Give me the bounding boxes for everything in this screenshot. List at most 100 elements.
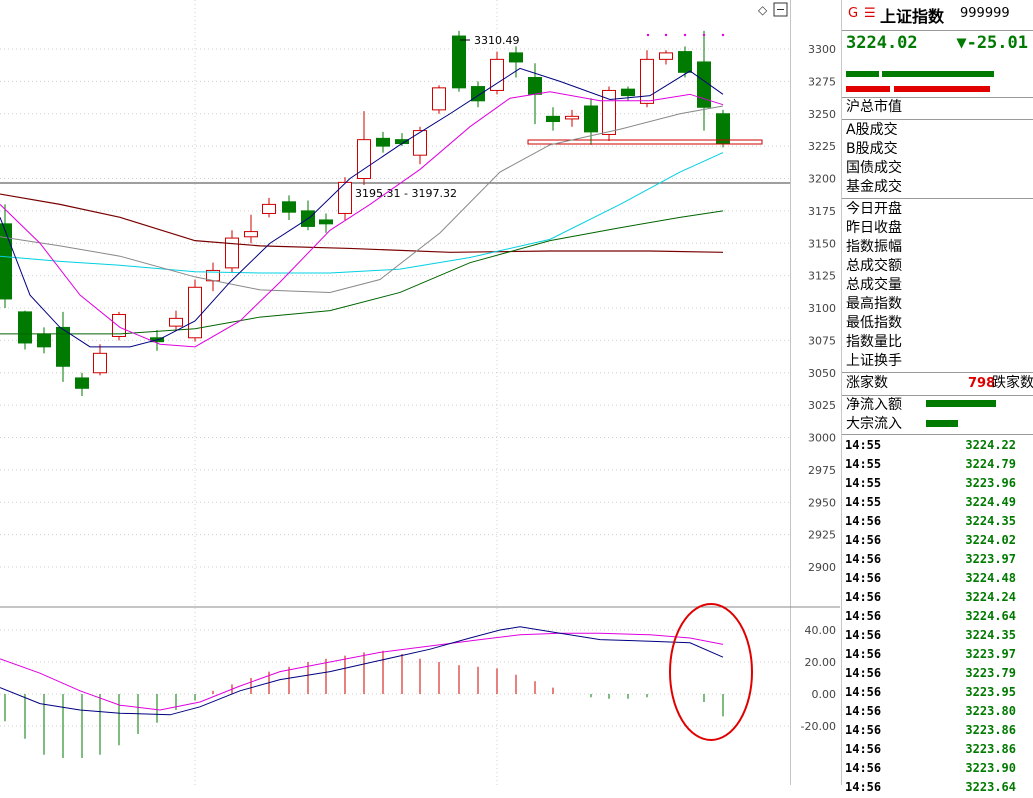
fund-volume-label: 基金成交 [846,179,902,195]
tick-time: 14:56 [845,647,882,661]
candle-body [37,333,51,348]
price-tick-label: 3250 [808,108,836,121]
candle-body [262,203,276,214]
chart-canvas[interactable]: ◇ 3310.49 3195.31 - 3197.32 [0,0,790,785]
kline-chart[interactable]: ◇ 3310.49 3195.31 - 3197.32 [0,0,790,785]
current-price: 3224.02 [846,33,918,53]
price-tick-label: 2975 [808,464,836,477]
macd-tick-label: 20.00 [805,656,837,669]
tick-row: 14:56 3223.97 [842,551,1033,570]
candle-body [357,139,371,179]
price-tick-label: 3150 [808,237,836,250]
tick-price: 3223.96 [965,476,1016,490]
candle-body [602,89,616,135]
tick-row: 14:55 3224.22 [842,437,1033,456]
price-line: 3224.02 ▼-25.01 [842,31,1033,57]
candle-body [319,219,333,225]
tick-row: 14:56 3223.64 [842,779,1033,798]
buy-sell-bars [842,57,1033,98]
tick-time: 14:56 [845,666,882,680]
candle-body [621,88,635,97]
g-mark[interactable]: G [848,6,859,21]
amplitude-label: 指数振幅 [846,239,902,255]
tick-row: 14:56 3223.90 [842,760,1033,779]
candle-body [584,105,598,133]
block-inflow-label: 大宗流入 [846,416,902,432]
stats-section: 今日开盘 昨日收盘 指数振幅 总成交额 总成交量 最高指数 最低指数 指数量比 … [842,199,1033,373]
red-bar-long [894,86,990,92]
tick-price: 3224.48 [965,571,1016,585]
quote-header: G ☰ 上证指数 999999 [842,0,1033,31]
price-tick-label: 3225 [808,140,836,153]
tick-time: 14:56 [845,704,882,718]
support-band [527,139,763,145]
tick-price: 3224.64 [965,609,1016,623]
tick-time: 14:55 [845,476,882,490]
bond-volume-label: 国债成交 [846,160,902,176]
candle-body [188,286,202,339]
ma60-line [0,210,724,335]
candle-body [432,87,446,111]
tick-row: 14:55 3224.79 [842,456,1033,475]
up-count-label: 涨家数 [846,375,888,391]
candle-body [225,237,239,269]
candle-body [640,58,654,104]
tick-price: 3223.86 [965,723,1016,737]
price-tick-label: 3000 [808,432,836,445]
red-bar-short [846,86,890,92]
price-tick-label: 3050 [808,367,836,380]
tick-row: 14:55 3223.96 [842,475,1033,494]
tick-price: 3223.79 [965,666,1016,680]
candle-body [244,231,258,238]
candle-body [565,115,579,120]
ma10-line [0,91,724,348]
tick-row: 14:56 3223.80 [842,703,1033,722]
signal-dot [683,33,687,37]
tick-row: 14:56 3224.48 [842,570,1033,589]
price-tick-label: 2950 [808,496,836,509]
prev-close-label: 昨日收盘 [846,220,902,236]
net-inflow-bar [926,400,996,407]
tick-list[interactable]: 14:55 3224.22 14:55 3224.79 14:55 3223.96 14:5… [842,435,1033,798]
tick-price: 3223.86 [965,742,1016,756]
tick-time: 14:56 [845,590,882,604]
candle-body [338,181,352,214]
tick-price: 3224.02 [965,533,1016,547]
tick-time: 14:55 [845,457,882,471]
green-bar-long [882,71,994,77]
tick-time: 14:56 [845,628,882,642]
candle-body [93,352,107,374]
candle-body [452,35,466,89]
tick-time: 14:56 [845,761,882,775]
candle-body [56,326,70,367]
turnover-amount-label: 总成交额 [846,258,902,274]
candle-body [546,115,560,123]
ma120-line [0,193,724,253]
tick-time: 14:56 [845,571,882,585]
tick-time: 14:56 [845,742,882,756]
price-tick-label: 2925 [808,529,836,542]
three-lines-icon[interactable]: ☰ [864,6,876,21]
low-label: 最低指数 [846,315,902,331]
tick-price: 3223.97 [965,647,1016,661]
tick-time: 14:56 [845,723,882,737]
close-icon [773,2,788,17]
price-tick-label: 2900 [808,561,836,574]
market-value-section: 沪总市值 [842,98,1033,120]
candle-body [112,313,126,337]
open-label: 今日开盘 [846,201,902,217]
price-tick-label: 3100 [808,302,836,315]
volume-ratio-label: 指数量比 [846,334,902,350]
tick-time: 14:55 [845,495,882,509]
macd-tick-label: 0.00 [812,688,837,701]
candle-body [659,52,673,60]
tick-row: 14:56 3224.35 [842,627,1033,646]
price-tick-label: 3200 [808,173,836,186]
signal-dot [721,33,725,37]
signal-dot [646,33,650,37]
ma30-line [0,152,724,274]
tick-row: 14:56 3223.95 [842,684,1033,703]
tick-price: 3224.24 [965,590,1016,604]
tick-price: 3224.22 [965,438,1016,452]
price-change: ▼-25.01 [956,33,1028,53]
